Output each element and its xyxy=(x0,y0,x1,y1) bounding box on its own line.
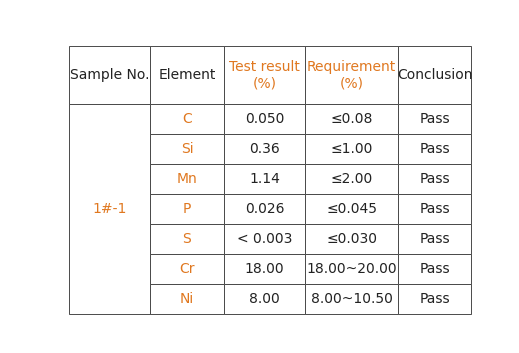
Text: Requirement
(%): Requirement (%) xyxy=(307,60,396,90)
Text: 0.050: 0.050 xyxy=(245,112,284,126)
Bar xyxy=(224,194,305,224)
Bar xyxy=(224,46,305,104)
Text: Pass: Pass xyxy=(419,142,450,156)
Text: Pass: Pass xyxy=(419,172,450,186)
Text: Pass: Pass xyxy=(419,112,450,126)
Bar xyxy=(305,134,398,164)
Bar xyxy=(398,194,471,224)
Bar xyxy=(224,164,305,194)
Text: Ni: Ni xyxy=(180,292,194,306)
Bar xyxy=(224,254,305,284)
Text: Sample No.: Sample No. xyxy=(70,68,149,82)
Text: 18.00~20.00: 18.00~20.00 xyxy=(306,262,397,276)
Text: Pass: Pass xyxy=(419,202,450,216)
Text: C: C xyxy=(182,112,192,126)
Bar xyxy=(150,134,224,164)
Bar xyxy=(305,46,398,104)
Bar xyxy=(224,284,305,314)
Text: 0.36: 0.36 xyxy=(249,142,280,156)
Text: Test result
(%): Test result (%) xyxy=(229,60,300,90)
Bar xyxy=(398,254,471,284)
Text: 1.14: 1.14 xyxy=(249,172,280,186)
Text: 8.00: 8.00 xyxy=(249,292,280,306)
Bar xyxy=(150,254,224,284)
Bar xyxy=(150,164,224,194)
Text: ≤0.030: ≤0.030 xyxy=(326,232,377,246)
Text: Element: Element xyxy=(158,68,215,82)
Bar xyxy=(150,46,224,104)
Bar xyxy=(305,194,398,224)
Text: 1#-1: 1#-1 xyxy=(92,202,127,216)
Text: P: P xyxy=(183,202,191,216)
Text: Pass: Pass xyxy=(419,232,450,246)
Text: 18.00: 18.00 xyxy=(244,262,284,276)
Bar xyxy=(305,254,398,284)
Text: ≤0.045: ≤0.045 xyxy=(326,202,377,216)
Text: ≤0.08: ≤0.08 xyxy=(331,112,373,126)
Bar xyxy=(398,224,471,254)
Bar xyxy=(224,224,305,254)
Bar xyxy=(224,134,305,164)
Text: ≤1.00: ≤1.00 xyxy=(331,142,373,156)
Bar xyxy=(305,164,398,194)
Text: < 0.003: < 0.003 xyxy=(237,232,292,246)
Text: 0.026: 0.026 xyxy=(244,202,284,216)
Bar xyxy=(69,46,150,104)
Bar xyxy=(398,46,471,104)
Bar xyxy=(398,164,471,194)
Bar xyxy=(398,104,471,134)
Bar xyxy=(305,104,398,134)
Bar xyxy=(398,284,471,314)
Bar xyxy=(150,284,224,314)
Bar xyxy=(150,104,224,134)
Bar xyxy=(224,104,305,134)
Text: Pass: Pass xyxy=(419,292,450,306)
Text: Pass: Pass xyxy=(419,262,450,276)
Bar xyxy=(305,224,398,254)
Bar xyxy=(150,224,224,254)
Bar xyxy=(150,194,224,224)
Text: Si: Si xyxy=(181,142,193,156)
Text: Mn: Mn xyxy=(176,172,197,186)
Text: ≤2.00: ≤2.00 xyxy=(331,172,373,186)
Bar xyxy=(69,104,150,314)
Text: S: S xyxy=(183,232,192,246)
Text: Conclusion: Conclusion xyxy=(397,68,472,82)
Text: Cr: Cr xyxy=(179,262,195,276)
Bar xyxy=(398,134,471,164)
Bar xyxy=(305,284,398,314)
Text: 8.00~10.50: 8.00~10.50 xyxy=(311,292,392,306)
